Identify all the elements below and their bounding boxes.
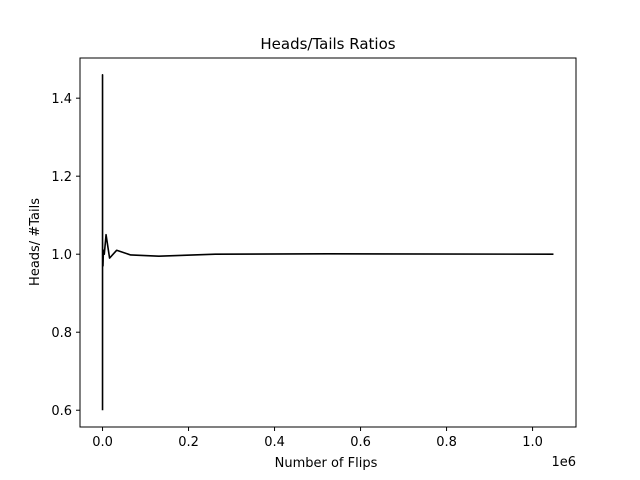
x-axis-label: Number of Flips [275, 456, 378, 471]
y-tick-label: 1.2 [51, 170, 72, 185]
y-axis-label: Heads/ #Tails [28, 198, 43, 286]
x-tick-label: 0.2 [178, 435, 199, 450]
x-tick-label: 1.0 [522, 435, 543, 450]
x-tick-label: 0.8 [436, 435, 457, 450]
y-tick-label: 1.4 [51, 92, 72, 107]
series-line [101, 73, 554, 411]
y-tick-label: 1.0 [51, 248, 72, 263]
axis-ticks: 0.0 0.2 0.4 0.6 0.8 1.0 0.6 0.8 1.0 1.2 1.4 [51, 92, 543, 450]
x-tick-label: 0.4 [264, 435, 285, 450]
x-tick-label: 0.6 [350, 435, 371, 450]
x-tick-label: 0.0 [92, 435, 113, 450]
y-tick-label: 0.6 [51, 404, 72, 419]
plot-area [101, 73, 554, 411]
y-tick-label: 0.8 [51, 326, 72, 341]
x-offset-label: 1e6 [551, 455, 576, 470]
chart-title: Heads/Tails Ratios [260, 35, 395, 53]
plot-frame [79, 57, 577, 428]
